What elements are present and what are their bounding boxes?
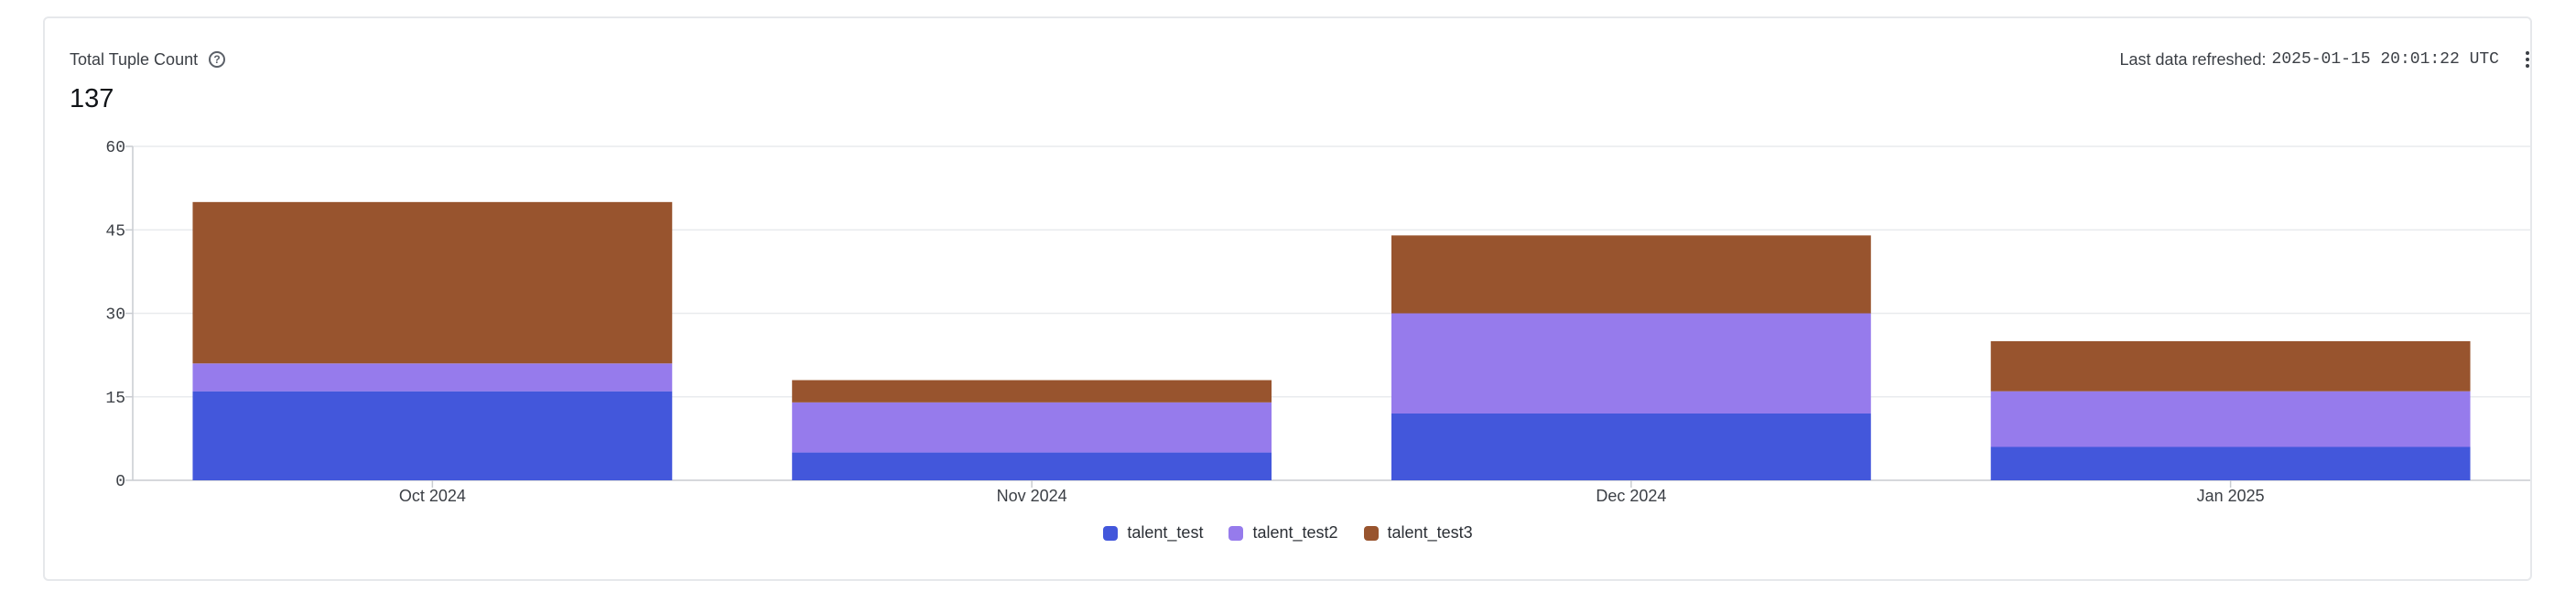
bar-segment-talent_test2: [1391, 313, 1871, 414]
y-tick-label: 0: [115, 473, 125, 491]
total-count-value: 137: [70, 84, 114, 113]
y-tick-label: 60: [105, 139, 125, 157]
chart-legend: talent_test talent_test2 talent_test3: [0, 523, 2576, 543]
bar-segment-talent_test2: [1990, 391, 2471, 447]
legend-item-talent_test3[interactable]: talent_test3: [1363, 523, 1473, 543]
question-circle-icon[interactable]: ?: [209, 51, 226, 68]
bar-segment-talent_test3: [1391, 235, 1871, 314]
x-tick-label: Dec 2024: [1596, 487, 1666, 505]
last-refreshed-label: Last data refreshed:: [2119, 49, 2267, 69]
bar-segment-talent_test3: [792, 380, 1272, 403]
legend-swatch: [1103, 525, 1119, 541]
bar-segment-talent_test3: [192, 201, 673, 364]
legend-item-talent_test2[interactable]: talent_test2: [1228, 523, 1338, 543]
bar-segment-talent_test: [1990, 446, 2471, 480]
x-tick-label: Nov 2024: [997, 487, 1067, 505]
legend-label: talent_test: [1127, 523, 1204, 542]
bar-segment-talent_test3: [1990, 340, 2471, 392]
last-refreshed: Last data refreshed: 2025-01-15 20:01:22…: [2119, 48, 2499, 71]
kebab-menu-icon[interactable]: [2523, 49, 2532, 70]
bar-segment-talent_test2: [192, 363, 673, 392]
y-tick-label: 30: [105, 306, 125, 325]
bar-segment-talent_test2: [792, 402, 1272, 453]
bar-segment-talent_test: [1391, 414, 1871, 480]
legend-swatch: [1363, 525, 1379, 541]
y-tick-label: 45: [105, 222, 125, 241]
last-refreshed-timestamp: 2025-01-15 20:01:22 UTC: [2271, 50, 2499, 69]
legend-item-talent_test[interactable]: talent_test: [1103, 523, 1203, 543]
legend-label: talent_test2: [1252, 523, 1338, 542]
bar-segment-talent_test: [792, 452, 1272, 480]
x-tick-label: Oct 2024: [399, 487, 466, 505]
card-header: Total Tuple Count ?: [70, 48, 226, 71]
legend-swatch: [1228, 525, 1244, 541]
x-tick-label: Jan 2025: [2197, 487, 2265, 505]
y-tick-label: 15: [105, 390, 125, 408]
card-title: Total Tuple Count: [70, 49, 199, 69]
bar-segment-talent_test: [192, 391, 673, 480]
legend-label: talent_test3: [1387, 523, 1473, 542]
